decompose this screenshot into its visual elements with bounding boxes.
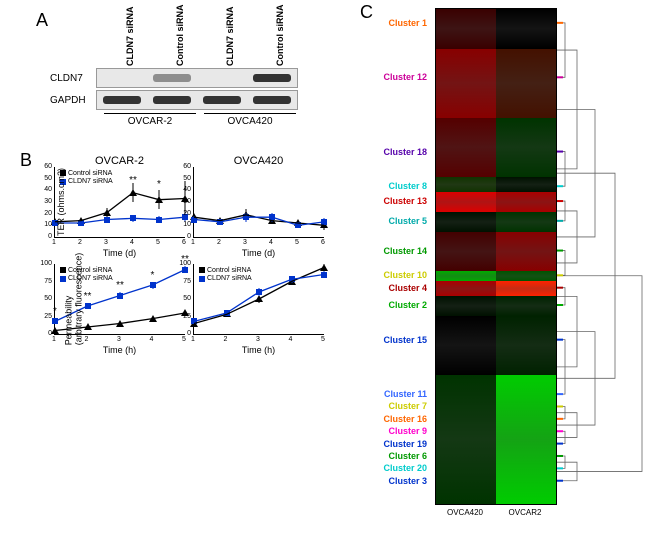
panel-a-label: A <box>36 10 48 31</box>
legend: Control siRNACLDN7 siRNA <box>60 170 113 187</box>
heatmap <box>435 8 557 505</box>
chart: OVCA4200102030405060123456Time (d) <box>193 155 324 258</box>
cluster-label: Cluster 13 <box>383 196 427 206</box>
cluster-label: Cluster 3 <box>388 476 427 486</box>
blot-groups: OVCAR-2 OVCA420 <box>100 113 300 127</box>
cluster-label: Cluster 1 <box>388 18 427 28</box>
lane-headers: CLDN7 siRNA Control siRNA CLDN7 siRNA Contr… <box>100 8 330 66</box>
cluster-label: Cluster 19 <box>383 439 427 449</box>
heatmap-col-label: OVCA420 <box>435 508 495 517</box>
x-axis-label: Time (h) <box>54 345 185 355</box>
cluster-label: Cluster 16 <box>383 414 427 424</box>
lane-header: Control siRNA <box>275 56 285 66</box>
chart-title: OVCAR-2 <box>54 155 185 167</box>
cluster-label: Cluster 5 <box>388 216 427 226</box>
panel-c: Cluster 1 Cluster 12 Cluster 18 Cluster 8 Cl… <box>355 0 655 520</box>
blot-row-label: GAPDH <box>50 95 96 106</box>
x-axis-label: Time (d) <box>193 248 324 258</box>
blot-row-label: CLDN7 <box>50 73 96 84</box>
lane-header: CLDN7 siRNA <box>225 56 235 66</box>
chart-title: OVCA420 <box>193 155 324 167</box>
cluster-label: Cluster 4 <box>388 283 427 293</box>
cluster-label: Cluster 14 <box>383 246 427 256</box>
legend: Control siRNACLDN7 siRNA <box>199 267 252 284</box>
panel-b: OVCAR-20102030405060123456***Control siR… <box>20 155 340 361</box>
x-axis-label: Time (h) <box>193 345 324 355</box>
chart: OVCAR-20102030405060123456***Control siR… <box>54 155 185 258</box>
chart: 025507510012345********Control siRNACLDN… <box>54 264 185 355</box>
cluster-label: Cluster 20 <box>383 463 427 473</box>
cluster-label: Cluster 11 <box>384 389 427 399</box>
panel-a: CLDN7 siRNA Control siRNA CLDN7 siRNA Contr… <box>50 8 330 127</box>
cluster-label: Cluster 6 <box>388 451 427 461</box>
blot-group-label: OVCAR-2 <box>104 113 196 127</box>
cluster-label: Cluster 7 <box>388 401 427 411</box>
chart: 025507510012345Control siRNACLDN7 siRNAT… <box>193 264 324 355</box>
cluster-label: Cluster 18 <box>383 147 427 157</box>
cluster-label: Cluster 9 <box>388 426 427 436</box>
y-axis-label: TER (ohms.cm2) <box>56 168 66 236</box>
blot-row: GAPDH <box>50 90 330 110</box>
blot-group-label: OVCA420 <box>204 113 296 127</box>
lane-header: CLDN7 siRNA <box>125 56 135 66</box>
heatmap-col-labels: OVCA420OVCAR2 <box>435 508 555 517</box>
cluster-label: Cluster 2 <box>388 300 427 310</box>
y-axis-label: Permeability(arbitrary fluorescence) <box>63 253 83 346</box>
lane-header: Control siRNA <box>175 56 185 66</box>
blot-rows: CLDN7 GAPDH <box>50 68 330 110</box>
blot-row: CLDN7 <box>50 68 330 88</box>
cluster-label: Cluster 10 <box>383 270 427 280</box>
cluster-label: Cluster 15 <box>383 335 427 345</box>
heatmap-col-label: OVCAR2 <box>495 508 555 517</box>
dendrogram <box>557 8 652 503</box>
cluster-label: Cluster 8 <box>388 181 427 191</box>
cluster-label: Cluster 12 <box>383 72 427 82</box>
cluster-labels: Cluster 1 Cluster 12 Cluster 18 Cluster 8 Cl… <box>355 8 431 503</box>
